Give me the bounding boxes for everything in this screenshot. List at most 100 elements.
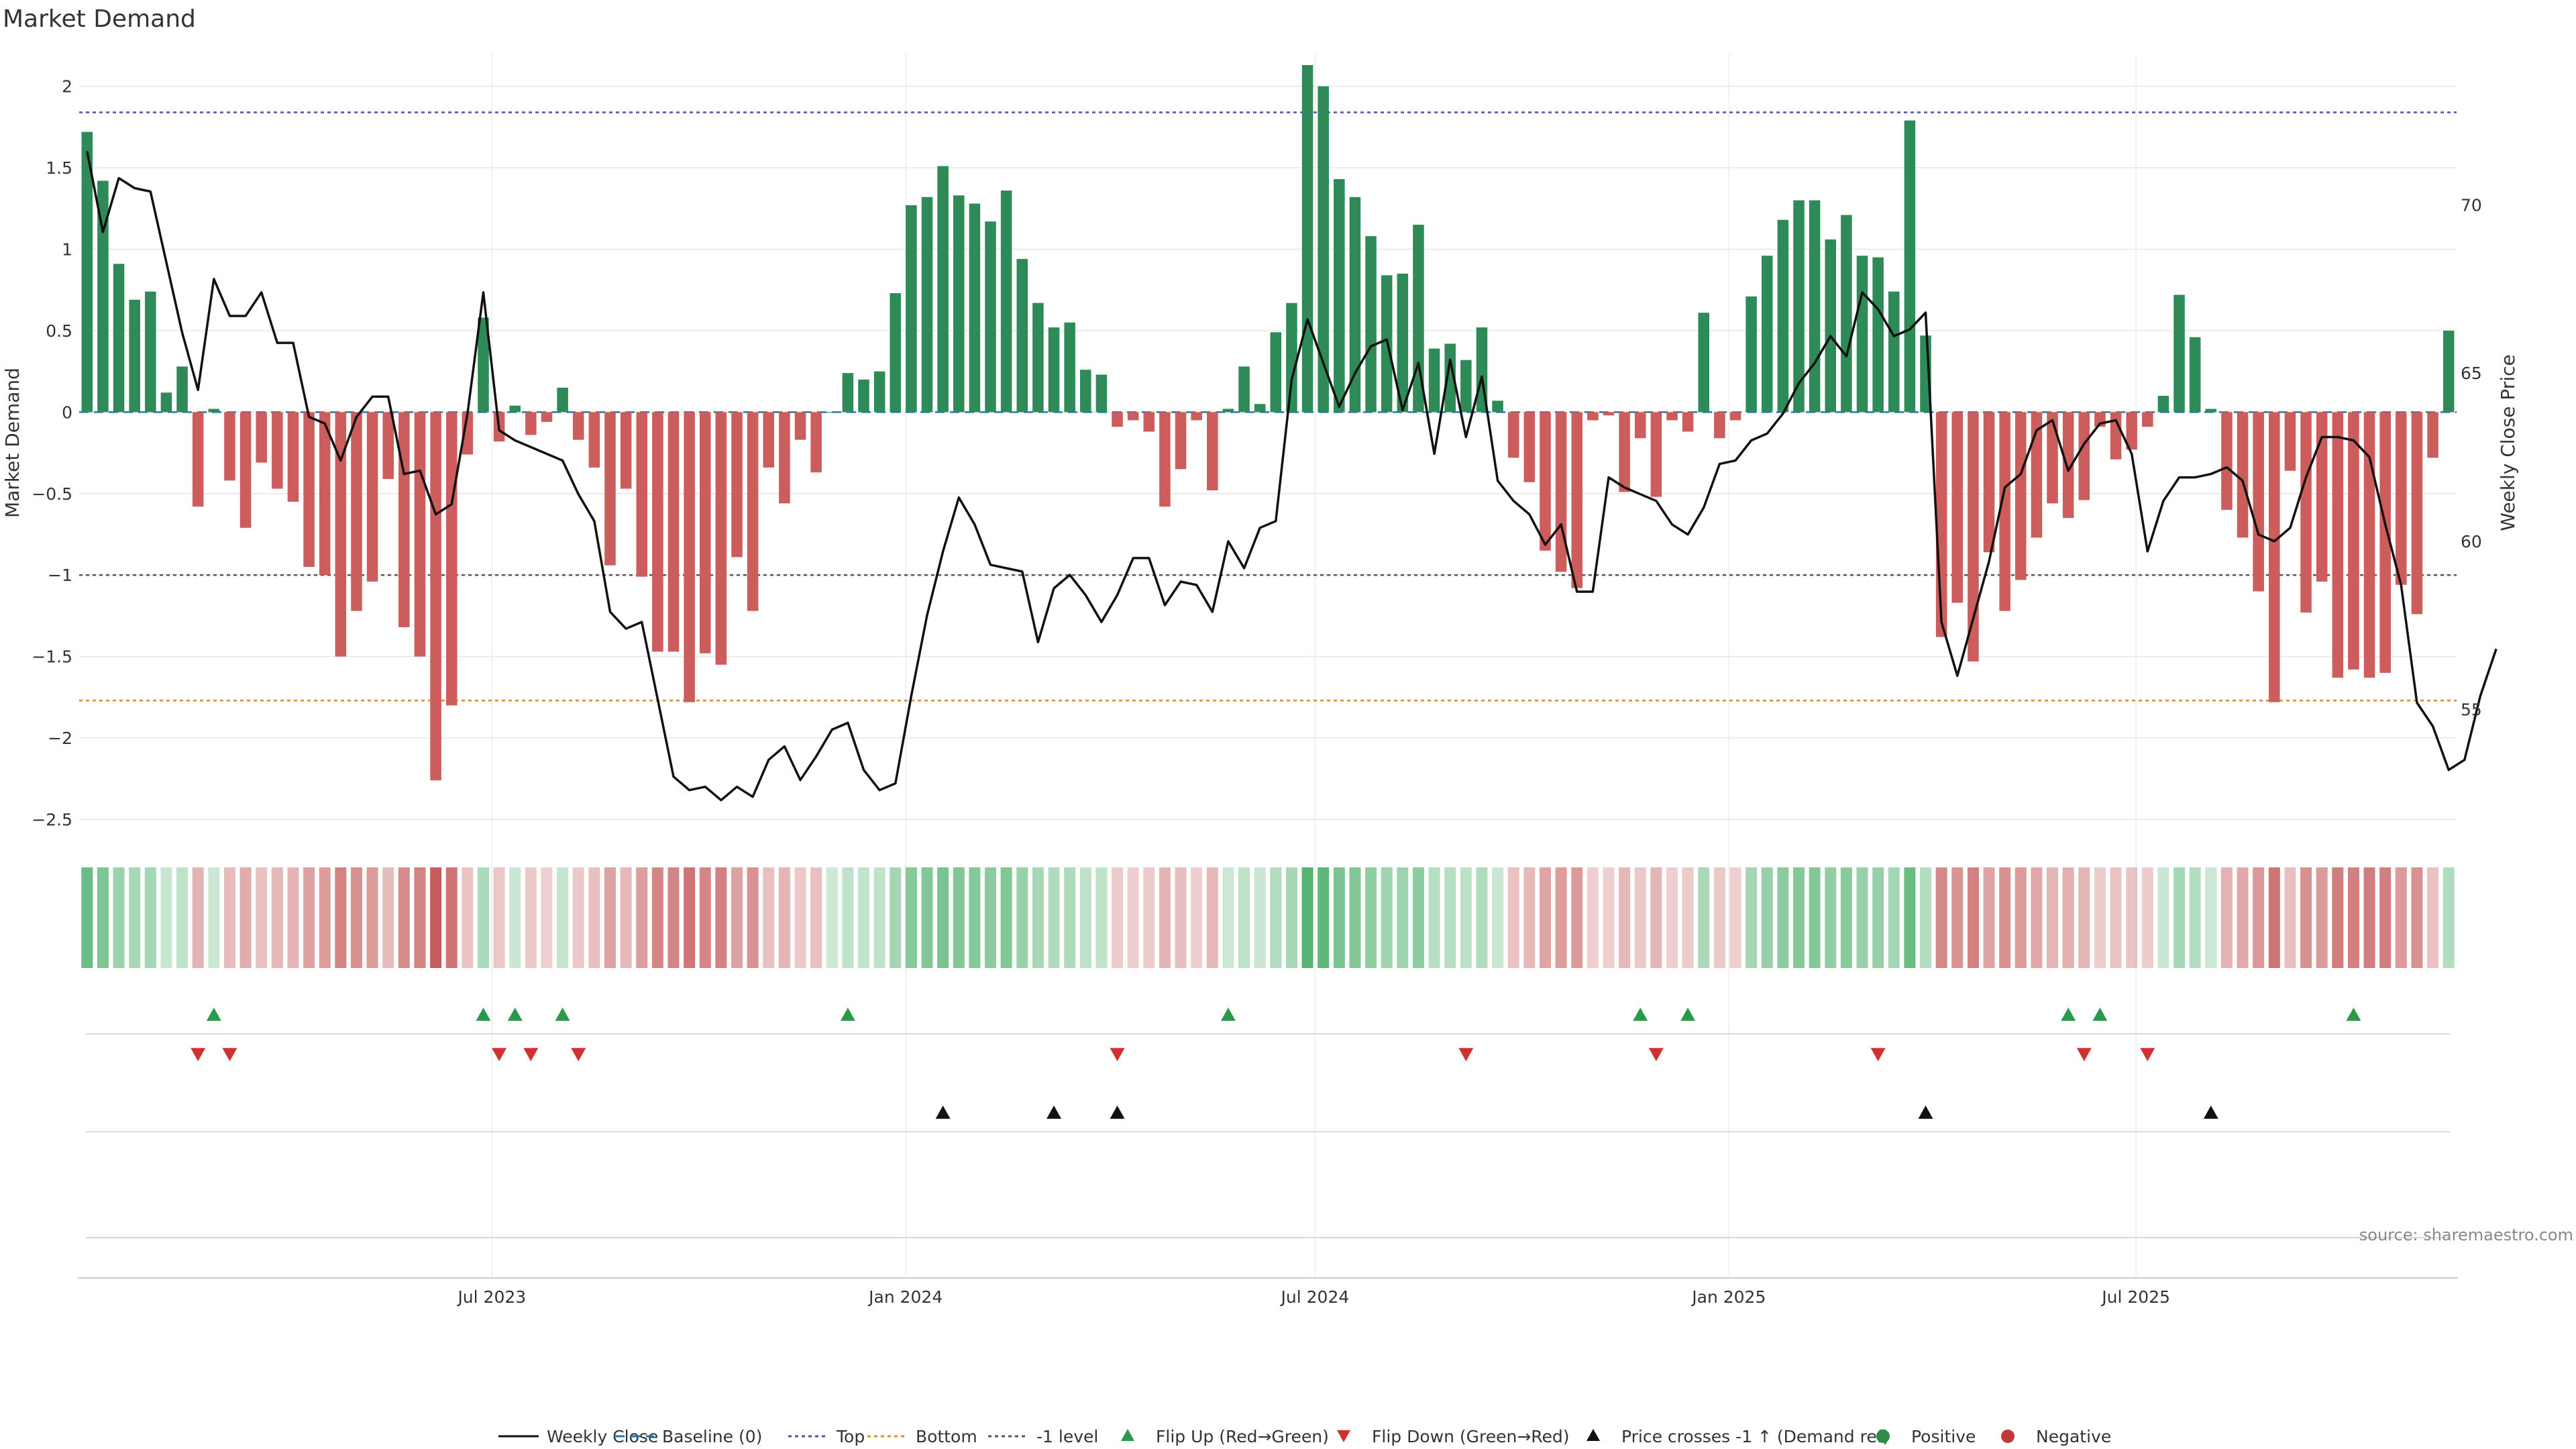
demand-bar bbox=[2348, 412, 2359, 670]
y-tick-label: 0 bbox=[62, 402, 72, 422]
y-tick-label: 2 bbox=[62, 77, 72, 97]
y-axis-left-ticks: 2 1.5 1 0.5 0 −0.5 −1 −1.5 −2 −2.5 bbox=[32, 77, 72, 830]
legend-label: Flip Down (Green→Red) bbox=[1372, 1427, 1570, 1446]
demand-bar bbox=[192, 412, 204, 507]
demand-bar bbox=[478, 317, 489, 413]
demand-bar bbox=[826, 412, 838, 413]
heat-cell bbox=[287, 867, 299, 968]
heat-cell bbox=[1381, 867, 1393, 968]
heat-cell bbox=[1904, 867, 1916, 968]
heat-cell bbox=[684, 867, 696, 968]
y-tick-label: −0.5 bbox=[32, 484, 72, 504]
price-cross-marker bbox=[1110, 1106, 1125, 1119]
demand-bar bbox=[779, 412, 790, 504]
heat-cell bbox=[303, 867, 315, 968]
demand-bar bbox=[2411, 412, 2423, 614]
y-tick-label: −1 bbox=[48, 566, 72, 585]
price-cross-marker bbox=[1918, 1106, 1933, 1119]
flip-down-marker bbox=[1110, 1048, 1125, 1061]
demand-bar bbox=[1729, 412, 1741, 421]
demand-bar bbox=[2253, 412, 2264, 592]
demand-bar bbox=[684, 412, 695, 702]
demand-bar bbox=[1413, 225, 1424, 413]
source-note: source: sharemaestro.com bbox=[2359, 1226, 2573, 1244]
heat-cell bbox=[1048, 867, 1060, 968]
demand-bar bbox=[763, 412, 775, 468]
heat-cell bbox=[1318, 867, 1330, 968]
demand-bar bbox=[1159, 412, 1171, 507]
demand-bar bbox=[1619, 412, 1630, 492]
heat-cell bbox=[1349, 867, 1361, 968]
demand-bar bbox=[588, 412, 600, 468]
heat-cell bbox=[1603, 867, 1615, 968]
heat-cell bbox=[1825, 867, 1837, 968]
demand-bar bbox=[969, 203, 981, 413]
heat-cell bbox=[953, 867, 965, 968]
heat-cell bbox=[1682, 867, 1694, 968]
heat-cell bbox=[208, 867, 220, 968]
demand-bar bbox=[382, 412, 394, 479]
demand-bar bbox=[1032, 303, 1044, 413]
demand-bar bbox=[858, 379, 869, 413]
demand-bar bbox=[1222, 409, 1234, 413]
heat-cell bbox=[2031, 867, 2043, 968]
heat-cell bbox=[588, 867, 600, 968]
flip-down-marker bbox=[1458, 1048, 1474, 1061]
demand-bar bbox=[1048, 327, 1060, 413]
heat-cell bbox=[2427, 867, 2439, 968]
heat-cell bbox=[2268, 867, 2280, 968]
demand-bar bbox=[430, 412, 441, 781]
demand-bar bbox=[1016, 259, 1028, 413]
heat-cell bbox=[2189, 867, 2201, 968]
heat-cell bbox=[699, 867, 711, 968]
demand-bar bbox=[1650, 412, 1662, 497]
demand-bar bbox=[1175, 412, 1187, 470]
flip-down-marker bbox=[222, 1048, 237, 1061]
heat-cell bbox=[2174, 867, 2186, 968]
legend-label: Price crosses -1 ↑ (Demand ref) bbox=[1621, 1427, 1889, 1446]
heat-cell bbox=[1650, 867, 1662, 968]
heat-cell bbox=[541, 867, 553, 968]
heat-cell bbox=[905, 867, 917, 968]
heat-cell bbox=[1555, 867, 1567, 968]
heat-cell bbox=[382, 867, 394, 968]
flip-up-marker bbox=[1680, 1008, 1696, 1021]
heat-cell bbox=[985, 867, 997, 968]
flip-down-marker bbox=[1648, 1048, 1664, 1061]
demand-bar bbox=[1444, 343, 1456, 413]
heat-cell bbox=[2220, 867, 2233, 968]
heat-cell bbox=[2157, 867, 2169, 968]
heat-cell bbox=[731, 867, 743, 968]
heat-cell bbox=[1729, 867, 1741, 968]
demand-bar bbox=[1365, 236, 1377, 413]
price-cross-marker bbox=[1046, 1106, 1062, 1119]
heat-cell bbox=[1587, 867, 1599, 968]
heat-cell bbox=[335, 867, 347, 968]
y2-tick-label: 65 bbox=[2461, 364, 2482, 383]
demand-bar bbox=[652, 412, 663, 652]
demand-bar bbox=[2062, 412, 2074, 519]
demand-bar bbox=[1714, 412, 1725, 439]
y-tick-label: −2.5 bbox=[32, 810, 72, 830]
demand-bar bbox=[1540, 412, 1551, 551]
heat-cell bbox=[1270, 867, 1282, 968]
heat-cell bbox=[1064, 867, 1076, 968]
heat-cell bbox=[509, 867, 521, 968]
heat-cell bbox=[366, 867, 378, 968]
legend-swatch-circle bbox=[2001, 1430, 2015, 1443]
demand-bar bbox=[1127, 412, 1139, 421]
legend-label: Weekly Close bbox=[547, 1427, 658, 1446]
heat-cell bbox=[319, 867, 331, 968]
x-axis-ticks: Jul 2023 Jan 2024 Jul 2024 Jan 2025 Jul 2025 bbox=[456, 1287, 2170, 1307]
demand-bar bbox=[1523, 412, 1536, 482]
flip-down-marker bbox=[492, 1048, 507, 1061]
y-axis-left-label: Market Demand bbox=[1, 368, 23, 518]
heat-cell bbox=[747, 867, 759, 968]
demand-bar bbox=[906, 205, 917, 413]
legend-label: Flip Up (Red→Green) bbox=[1156, 1427, 1329, 1446]
demand-bar bbox=[2396, 412, 2407, 585]
heat-cell bbox=[223, 867, 235, 968]
heat-cell bbox=[2411, 867, 2423, 968]
demand-bar bbox=[1983, 412, 1995, 553]
